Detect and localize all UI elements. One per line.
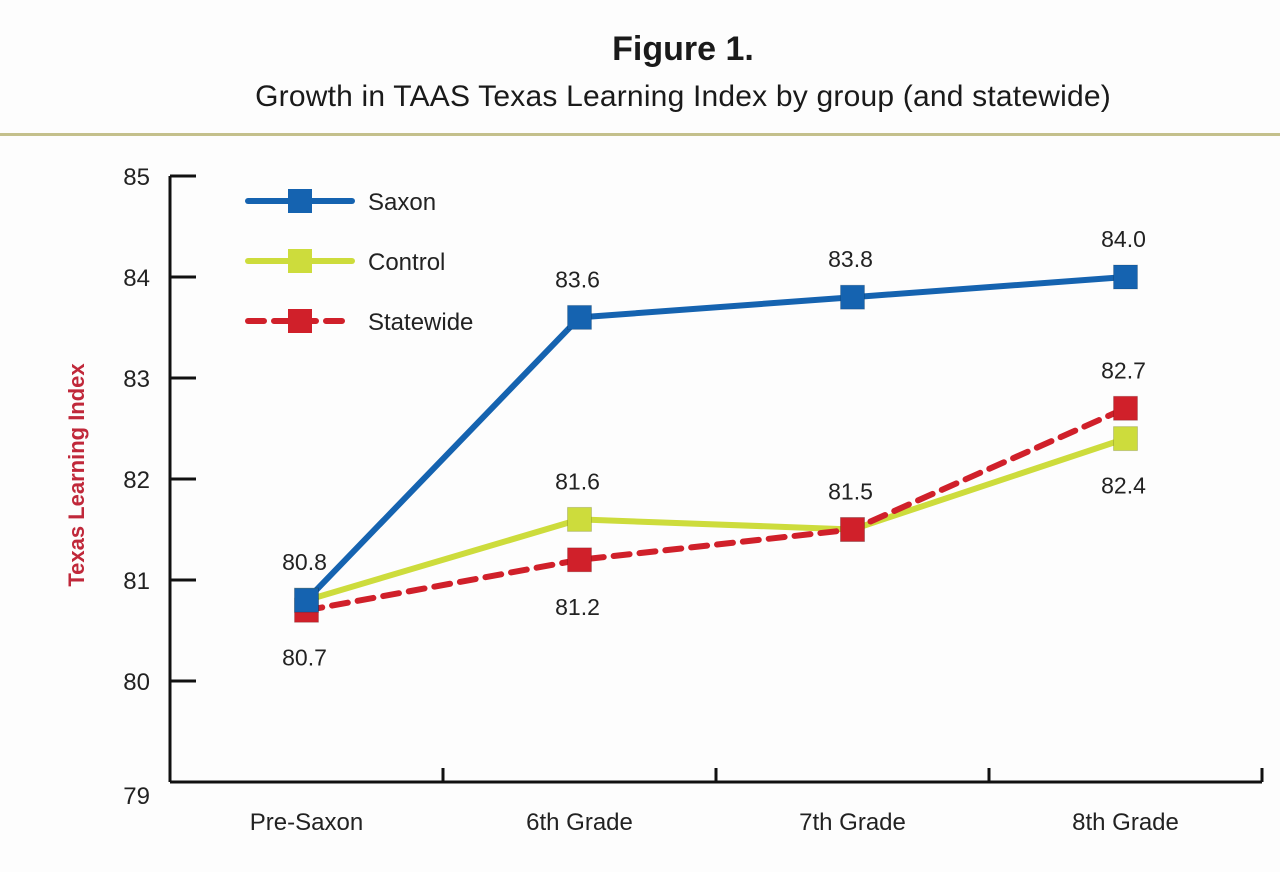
marker-control xyxy=(567,506,592,532)
marker-statewide xyxy=(1113,395,1138,421)
y-axis-label: Texas Learning Index xyxy=(64,363,89,587)
marker-saxon xyxy=(1113,264,1138,290)
data-label-saxon: 84.0 xyxy=(1101,226,1146,252)
marker-control xyxy=(1113,426,1138,452)
legend-label: Statewide xyxy=(368,309,473,336)
data-label-control: 81.6 xyxy=(555,468,600,494)
legend-item-statewide: Statewide xyxy=(245,309,473,336)
data-label-statewide: 82.7 xyxy=(1101,357,1146,383)
series-line-statewide xyxy=(303,405,1129,614)
axes: 79 80 81 82 83 84 85 Pre-Saxon 6th Grade 7th Grad… xyxy=(123,164,1264,836)
data-label-saxon: 83.6 xyxy=(555,266,600,292)
legend-marker xyxy=(288,249,312,273)
legend-item-control: Control xyxy=(245,249,445,276)
data-label-statewide: 80.7 xyxy=(282,644,327,670)
y-tick-label: 82 xyxy=(123,467,150,494)
legend-label: Control xyxy=(368,249,445,276)
y-tick-label: 81 xyxy=(123,568,150,595)
x-tick-label: 7th Grade xyxy=(799,809,906,836)
y-tick-label: 83 xyxy=(123,366,150,393)
series-line-saxon xyxy=(303,274,1129,604)
x-tick-label: 6th Grade xyxy=(526,809,633,836)
series-layer xyxy=(294,264,1138,623)
marker-saxon xyxy=(840,284,865,310)
data-label-saxon: 80.8 xyxy=(282,549,327,575)
marker-saxon xyxy=(567,304,592,330)
legend-item-saxon: Saxon xyxy=(245,189,436,216)
marker-statewide xyxy=(567,547,592,573)
data-label-saxon: 83.8 xyxy=(828,246,873,272)
legend-marker xyxy=(288,189,312,213)
legend: Saxon Control Statewide xyxy=(245,189,473,336)
data-label-control: 82.4 xyxy=(1101,473,1146,499)
figure-subtitle: Growth in TAAS Texas Learning Index by g… xyxy=(255,80,1111,113)
series-line-control xyxy=(303,435,1129,604)
y-tick-label: 85 xyxy=(123,164,150,191)
x-tick-label: 8th Grade xyxy=(1072,809,1179,836)
y-tick-label: 80 xyxy=(123,669,150,696)
y-tick-label: 79 xyxy=(123,783,150,810)
legend-marker xyxy=(288,309,312,333)
marker-statewide xyxy=(840,517,865,542)
marker-saxon xyxy=(294,587,319,613)
title-divider xyxy=(0,133,1280,136)
figure-title: Figure 1. xyxy=(612,30,754,68)
data-label-control: 81.5 xyxy=(828,479,873,505)
data-labels: 80.8 83.6 83.8 84.0 81.6 81.5 82.4 80.7 81.2 82.7 xyxy=(282,226,1146,670)
x-tick-label: Pre-Saxon xyxy=(250,809,363,836)
legend-label: Saxon xyxy=(368,189,436,216)
data-label-statewide: 81.2 xyxy=(555,594,600,620)
y-tick-label: 84 xyxy=(123,265,150,292)
